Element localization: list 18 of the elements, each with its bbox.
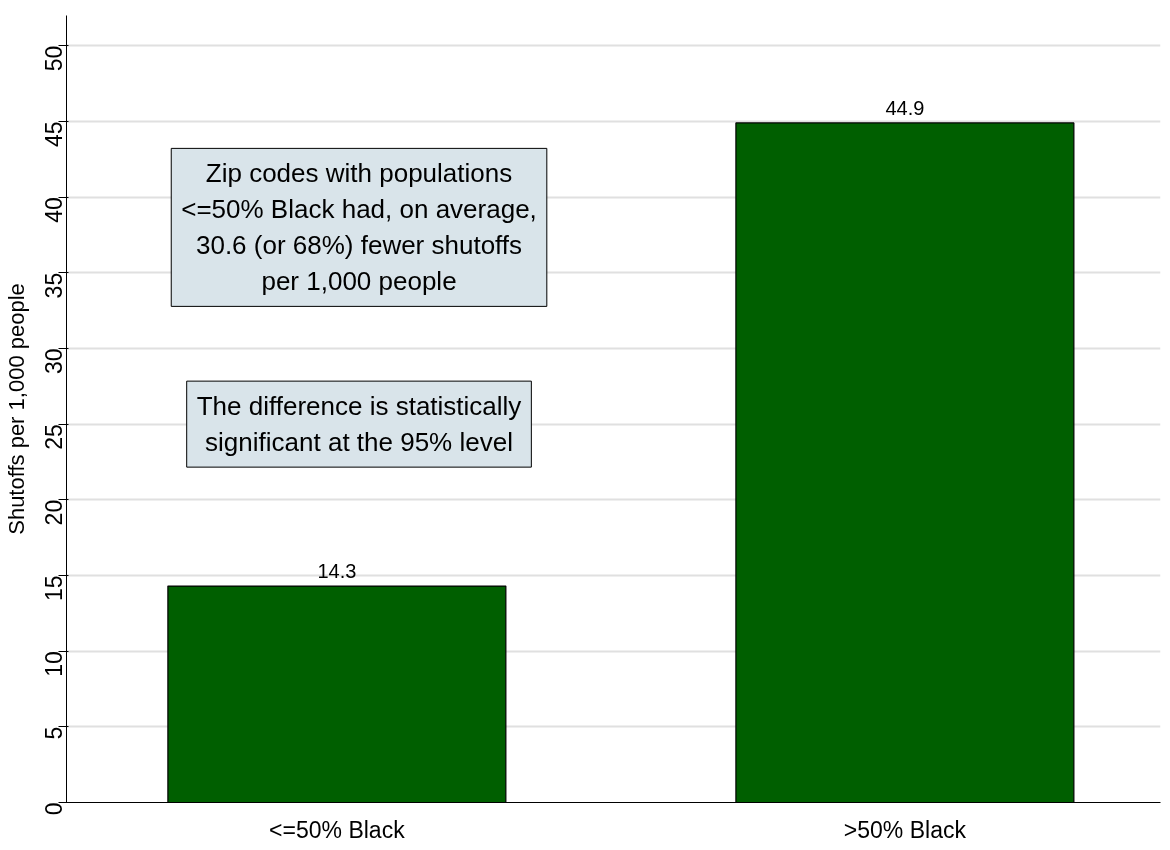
y-tick-label: 35	[41, 272, 67, 299]
data-label: 44.9	[885, 96, 925, 119]
y-tick-label: 0	[41, 802, 67, 816]
annotation: The difference is statistically significant at the 95% level	[196, 391, 522, 458]
x-tick-label: <=50% Black	[269, 816, 406, 843]
data-label: 14.3	[317, 560, 357, 583]
y-tick-label: 5	[41, 726, 67, 740]
x-tick-label: >50% Black	[843, 816, 967, 843]
y-tick-label: 30	[41, 348, 67, 375]
y-tick-label: 15	[41, 575, 67, 602]
y-tick-label: 40	[41, 197, 67, 223]
y-tick-label: 25	[41, 424, 67, 450]
y-tick-label: 50	[41, 45, 67, 72]
annotation: Zip codes with populations <=50% Black had, on average, 30.6 (or 68%) fewer shutoffs per 1,000 people	[181, 158, 537, 297]
y-axis-title: Shutoffs per 1,000 people	[3, 283, 29, 535]
y-tick-label: 20	[41, 499, 67, 526]
y-tick-label: 45	[41, 121, 67, 148]
y-tick-label: 10	[41, 651, 67, 677]
